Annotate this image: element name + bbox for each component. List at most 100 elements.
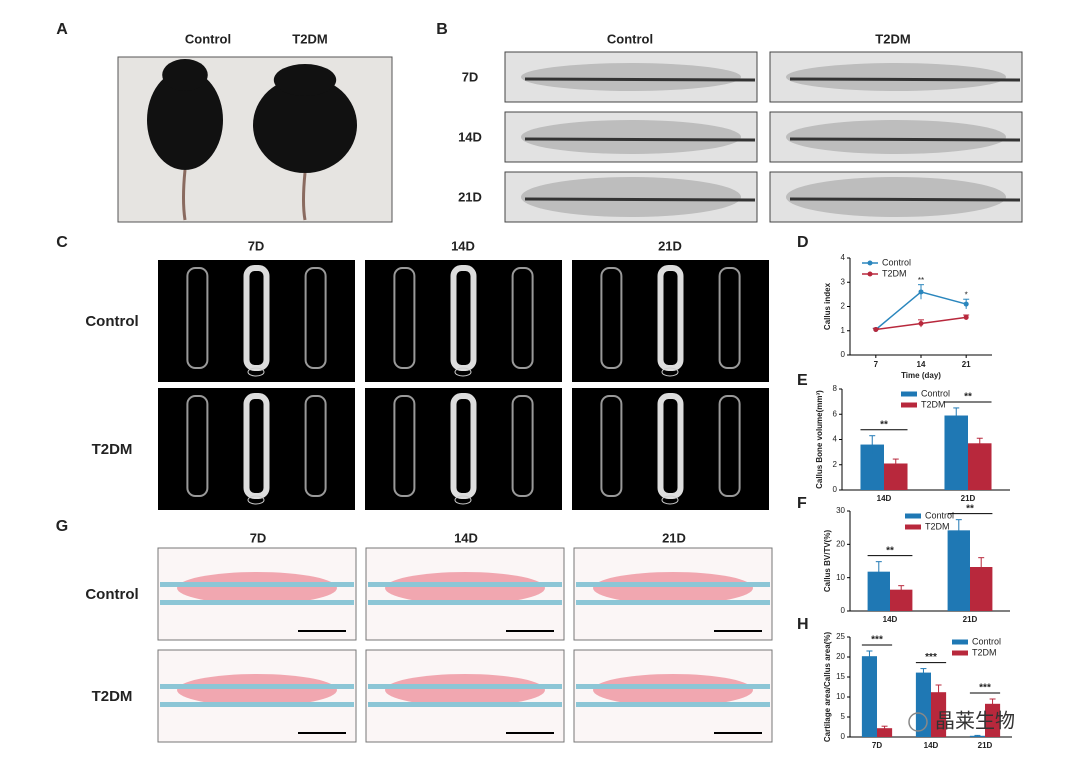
x-tick-label: 21 bbox=[962, 360, 971, 369]
legend-label: T2DM bbox=[882, 268, 907, 278]
y-tick-label: 0 bbox=[841, 350, 846, 359]
label: 21D bbox=[658, 238, 682, 253]
cross-section bbox=[454, 495, 472, 505]
cross-section bbox=[247, 495, 265, 505]
mouse-head bbox=[273, 64, 337, 96]
watermark-icon bbox=[908, 712, 928, 732]
point bbox=[963, 314, 969, 320]
cortex bbox=[576, 600, 770, 605]
cortex bbox=[576, 684, 770, 689]
bar bbox=[970, 567, 993, 611]
pin bbox=[789, 137, 1021, 142]
label: 14D bbox=[454, 530, 478, 545]
label: Control bbox=[85, 586, 138, 603]
pin bbox=[524, 137, 756, 142]
label: T2DM bbox=[292, 31, 327, 46]
bone-render bbox=[304, 395, 327, 497]
ct-image bbox=[158, 260, 355, 382]
bone-render bbox=[186, 267, 209, 369]
x-tick-label: 21D bbox=[963, 615, 978, 624]
panel-label: D bbox=[797, 234, 809, 251]
x-tick-label: 7D bbox=[872, 741, 882, 750]
y-tick-label: 10 bbox=[836, 692, 845, 701]
label: T2DM bbox=[92, 441, 133, 458]
pin bbox=[789, 77, 1021, 82]
cortex bbox=[160, 582, 354, 587]
y-tick-label: 4 bbox=[841, 253, 846, 262]
label: Control bbox=[185, 31, 231, 46]
bone-render bbox=[511, 395, 534, 497]
bar bbox=[968, 443, 992, 490]
panel-label: E bbox=[797, 372, 808, 389]
cross-section bbox=[661, 495, 679, 505]
label: 14D bbox=[458, 129, 482, 144]
bar bbox=[944, 415, 968, 490]
mouse-head bbox=[162, 59, 208, 91]
x-tick-label: 14D bbox=[883, 615, 898, 624]
cross-section bbox=[454, 367, 472, 377]
bone bbox=[786, 177, 1006, 217]
legend-swatch bbox=[905, 513, 921, 519]
label: C bbox=[56, 234, 68, 251]
bar bbox=[969, 735, 985, 737]
significance: * bbox=[965, 290, 968, 299]
y-tick-label: 30 bbox=[836, 506, 845, 515]
callus bbox=[385, 674, 545, 706]
legend-label: Control bbox=[882, 257, 911, 267]
point bbox=[918, 320, 924, 326]
cross-section bbox=[247, 367, 265, 377]
label: A bbox=[56, 21, 68, 38]
significance: *** bbox=[871, 635, 883, 646]
cortex bbox=[160, 702, 354, 707]
label: 21D bbox=[662, 530, 686, 545]
label: Control bbox=[607, 31, 653, 46]
label: T2DM bbox=[92, 688, 133, 705]
significance: *** bbox=[979, 683, 991, 694]
y-tick-label: 5 bbox=[841, 712, 846, 721]
significance: *** bbox=[925, 652, 937, 663]
bar bbox=[985, 703, 1001, 737]
ct-image bbox=[365, 260, 562, 382]
significance: ** bbox=[880, 419, 888, 430]
bone-render bbox=[718, 267, 741, 369]
cortex bbox=[576, 702, 770, 707]
callus bbox=[593, 674, 753, 706]
y-tick-label: 0 bbox=[833, 485, 838, 494]
y-tick-label: 0 bbox=[841, 606, 846, 615]
label: 7D bbox=[248, 238, 265, 253]
pin bbox=[524, 197, 756, 202]
x-tick-label: 21D bbox=[961, 494, 976, 503]
x-tick-label: 21D bbox=[978, 741, 993, 750]
bone bbox=[521, 177, 741, 217]
legend-swatch bbox=[905, 524, 921, 530]
callus bbox=[385, 572, 545, 604]
legend-swatch bbox=[952, 639, 968, 645]
bone bbox=[521, 120, 741, 154]
panel-label: H bbox=[797, 616, 809, 633]
legend-marker bbox=[867, 271, 873, 277]
y-tick-label: 25 bbox=[836, 632, 845, 641]
point bbox=[963, 301, 969, 307]
label: B bbox=[436, 21, 448, 38]
bar bbox=[915, 672, 931, 737]
y-tick-label: 15 bbox=[836, 672, 845, 681]
bone bbox=[786, 63, 1006, 91]
callus bbox=[177, 674, 337, 706]
cortex bbox=[368, 684, 562, 689]
x-tick-label: 14D bbox=[924, 741, 939, 750]
bone bbox=[786, 120, 1006, 154]
bone-render bbox=[718, 395, 741, 497]
label: 14D bbox=[451, 238, 475, 253]
watermark: 晶莱生物 bbox=[935, 709, 1015, 733]
y-tick-label: 20 bbox=[836, 652, 845, 661]
bar bbox=[890, 589, 913, 611]
callus bbox=[177, 572, 337, 604]
significance: ** bbox=[918, 276, 924, 285]
x-tick-label: 7 bbox=[874, 360, 879, 369]
cortex bbox=[368, 600, 562, 605]
legend-swatch bbox=[901, 391, 917, 397]
label: Control bbox=[85, 313, 138, 330]
y-tick-label: 1 bbox=[841, 326, 846, 335]
label: 21D bbox=[458, 189, 482, 204]
